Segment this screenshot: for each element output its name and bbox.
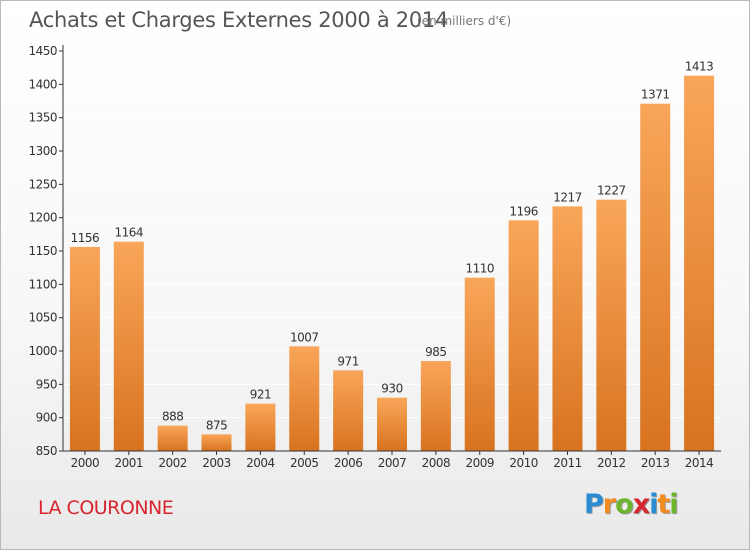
y-tick-label: 850 [36,444,57,458]
x-tick-label: 2006 [334,456,363,470]
bar [157,425,188,451]
bar-value-label: 985 [425,345,446,359]
x-tick-label: 2004 [246,456,275,470]
bar [508,220,539,451]
y-tick-label: 1350 [28,111,57,125]
bar [201,434,232,451]
bar-value-label: 1156 [71,231,100,245]
bar [596,199,627,451]
axes [59,45,721,455]
y-tick-label: 1100 [28,277,57,291]
logo-letter: x [632,489,650,520]
bar [377,397,407,451]
proxiti-logo: Proxiti [584,489,679,520]
bar [640,103,671,452]
bar [464,277,495,451]
y-tick-label: 1200 [28,211,57,225]
y-tick-label: 900 [36,411,57,425]
y-tick-label: 950 [36,377,57,391]
y-tick-label: 1400 [28,77,57,91]
bar [113,241,144,451]
bar-value-label: 1413 [685,60,714,74]
x-tick-label: 2014 [685,456,714,470]
y-tick-label: 1150 [28,244,57,258]
x-tick-label: 2005 [290,456,319,470]
x-tick-label: 2013 [641,456,670,470]
y-tick-label: 1250 [28,177,57,191]
bar-value-label: 930 [381,382,402,396]
bar-value-label: 1371 [641,88,670,102]
bar [289,346,320,451]
bar-value-label: 1227 [597,184,626,198]
x-tick-label: 2007 [378,456,407,470]
bar [420,361,451,451]
y-tick-label: 1000 [28,344,57,358]
x-tick-label: 2002 [158,456,187,470]
bar [552,206,583,451]
bar-value-label: 1110 [465,262,494,276]
bars [69,75,715,452]
chart-title: Achats et Charges Externes 2000 à 2014 [29,8,449,32]
logo-letter: r [602,489,616,520]
bar-value-label: 971 [337,354,358,368]
bar [333,370,364,451]
bar-value-label: 1217 [553,190,582,204]
x-tick-label: 2010 [509,456,538,470]
x-tick-label: 2009 [465,456,494,470]
y-tick-label: 1450 [28,44,57,58]
bar-value-label: 1164 [115,226,144,240]
y-tick-label: 1300 [28,144,57,158]
x-tick-label: 2003 [202,456,231,470]
x-tick-label: 2000 [71,456,100,470]
y-tick-label: 1050 [28,311,57,325]
bar [245,403,276,451]
bar [69,247,100,451]
logo-letter: i [669,489,678,520]
logo-letter: t [657,489,670,520]
bar-value-label: 875 [206,418,227,432]
x-tick-label: 2011 [553,456,582,470]
bar [684,75,715,452]
logo-letter: P [584,489,604,520]
x-tick-label: 2001 [115,456,144,470]
bar-value-label: 1007 [290,330,319,344]
commune-name: LA COURONNE [38,497,174,519]
logo-letter: i [649,489,658,520]
labels: 850 900 950 1000 1050 1100 1150 1200 1250 1300 135… [28,44,713,470]
x-tick-label: 2012 [597,456,626,470]
logo-letter: o [615,489,634,520]
bar-value-label: 1196 [509,204,538,218]
bar-value-label: 888 [162,410,183,424]
chart-unit-label: (en milliers d'€) [417,14,512,28]
x-tick-label: 2008 [422,456,451,470]
bar-value-label: 921 [250,388,271,402]
